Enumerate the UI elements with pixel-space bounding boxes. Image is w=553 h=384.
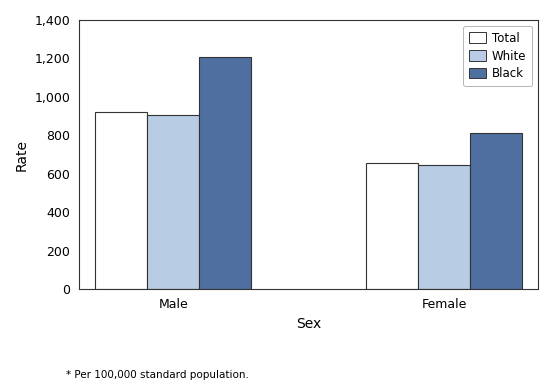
Bar [147, 115, 199, 289]
Y-axis label: Rate: Rate [15, 139, 29, 170]
Bar [95, 112, 147, 289]
Bar [366, 163, 418, 289]
Legend: Total, White, Black: Total, White, Black [463, 26, 532, 86]
Bar [418, 165, 470, 289]
Bar [470, 133, 523, 289]
X-axis label: Sex: Sex [296, 316, 321, 331]
Text: * Per 100,000 standard population.: * Per 100,000 standard population. [66, 370, 249, 380]
Bar [199, 58, 252, 289]
